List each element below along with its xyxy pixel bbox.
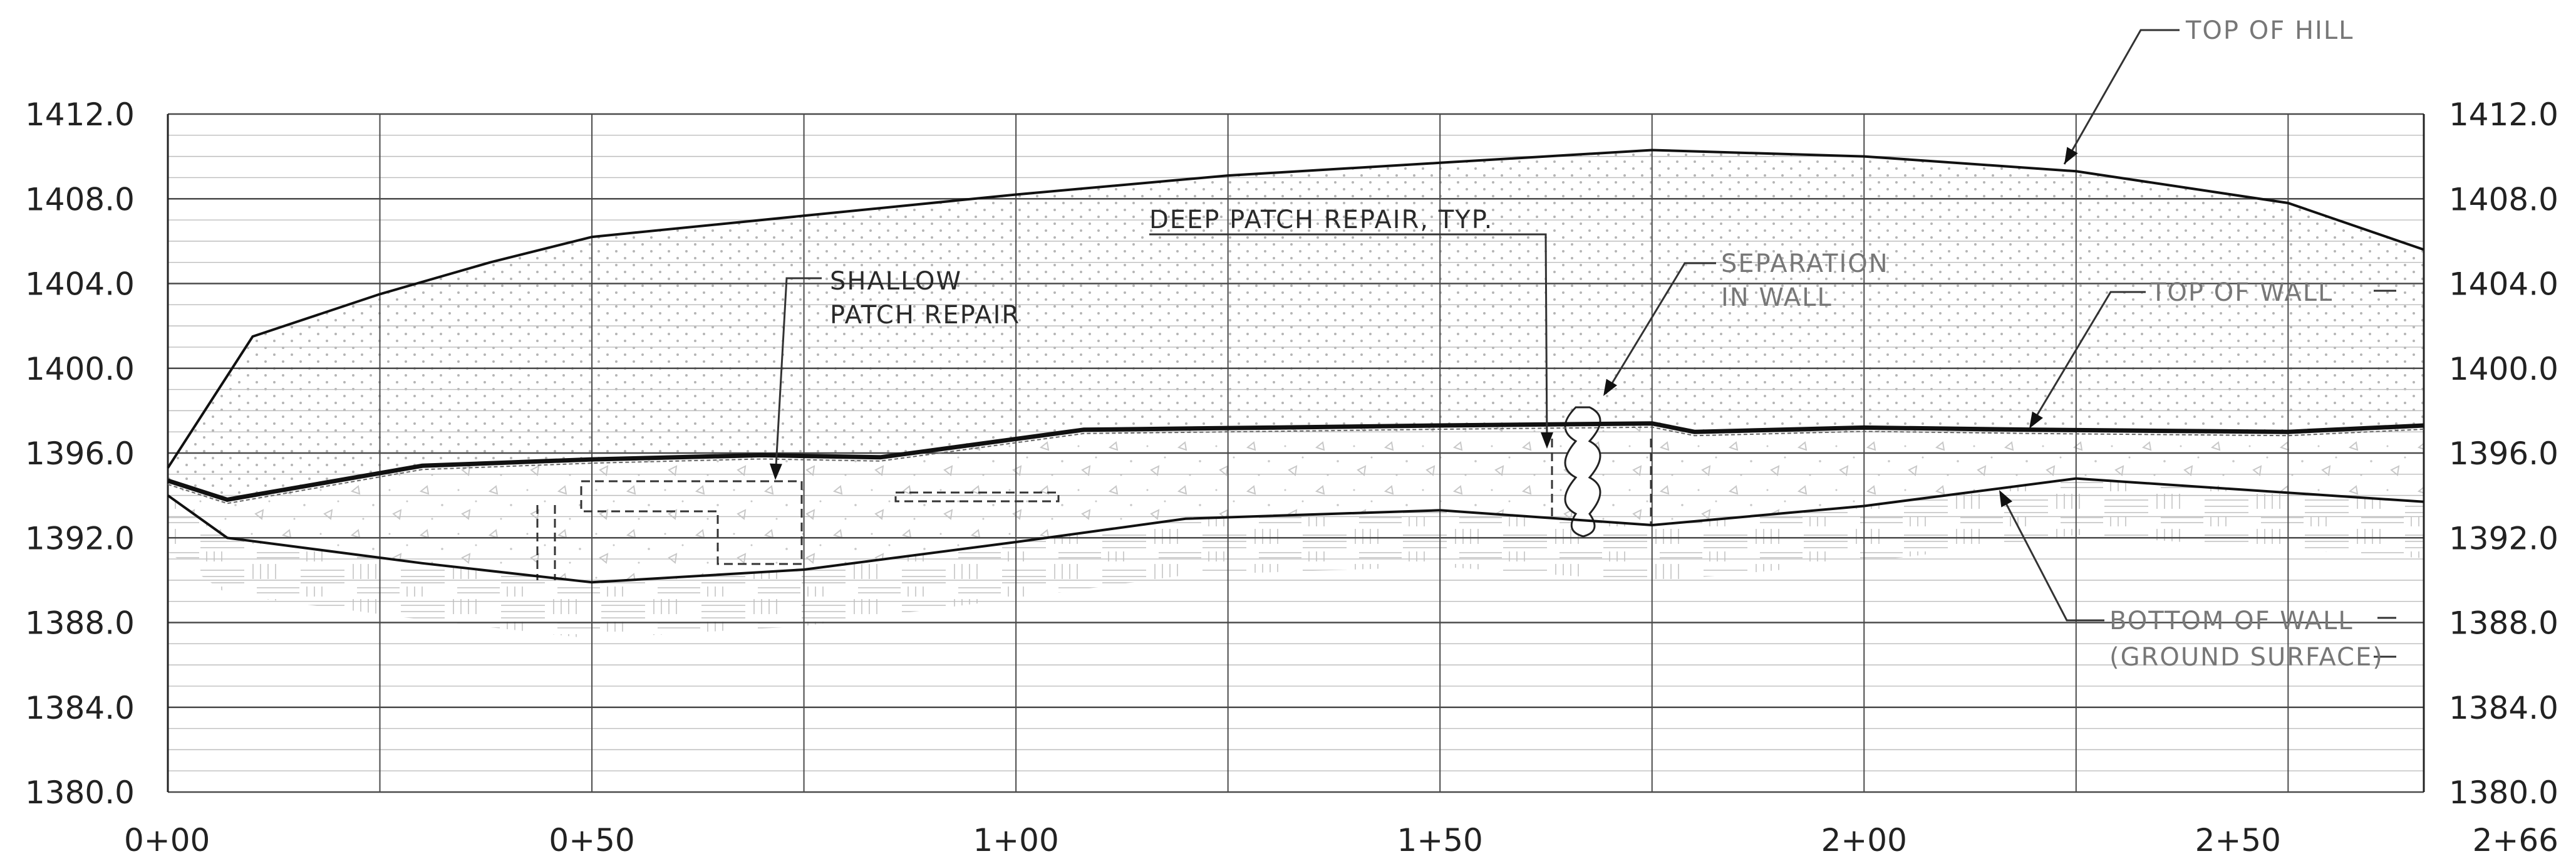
wall-concrete-fill <box>168 423 2424 583</box>
top-of-wall-line <box>167 421 2424 502</box>
deep-patch-repair-label: DEEP PATCH REPAIR, TYP. <box>1149 206 1493 234</box>
top-of-wall-inner-line <box>167 426 2424 504</box>
elevation-tick-label: 1400.0 <box>2449 351 2558 387</box>
elevation-tick-label: 1388.0 <box>25 605 135 642</box>
elevation-tick-label: 1404.0 <box>25 266 135 303</box>
elevation-tick-label: 1408.0 <box>2449 181 2558 217</box>
elevation-tick-label: 1388.0 <box>2449 605 2558 642</box>
top-of-wall-arrowhead <box>2029 411 2043 429</box>
top-of-hill-arrowhead <box>2064 147 2078 164</box>
station-tick-label: 0+50 <box>549 822 634 858</box>
top-of-hill-label: TOP OF HILL <box>2185 16 2354 45</box>
separation-label-line2: IN WALL <box>1721 283 1833 312</box>
elevation-tick-label: 1396.0 <box>25 436 135 472</box>
bottom-of-wall-line <box>167 477 2424 584</box>
separation-outline <box>1551 439 1652 525</box>
elevation-labels-right: 1412.0 1408.0 1404.0 1400.0 1396.0 1392.0 1388… <box>2449 97 2558 811</box>
wall-separation-crack <box>1564 406 1601 538</box>
station-tick-label: 2+00 <box>1821 822 1907 858</box>
deep-patch-arrowhead <box>1541 432 1553 449</box>
station-tick-label: 0+00 <box>124 822 210 858</box>
annotations: TOP OF HILL DEEP PATCH REPAIR, TYP. SHAL… <box>830 16 2384 672</box>
top-of-hill-leader <box>2063 29 2180 165</box>
bottom-of-wall-label-ticks <box>2374 617 2396 658</box>
elevation-tick-label: 1392.0 <box>25 520 135 556</box>
elevation-tick-label: 1412.0 <box>2449 97 2558 133</box>
station-tick-label: 2+66 <box>2473 822 2558 858</box>
station-tick-label: 2+50 <box>2195 822 2281 858</box>
top-of-wall-leader <box>2029 291 2146 427</box>
top-of-wall-label: TOP OF WALL <box>2150 278 2333 307</box>
elevation-tick-label: 1408.0 <box>25 181 135 217</box>
station-labels: 0+00 0+50 1+00 1+50 2+00 2+50 2+66 <box>124 822 2558 858</box>
bottom-of-wall-label-line1: BOTTOM OF WALL <box>2109 607 2354 635</box>
elevation-labels-left: 1412.0 1408.0 1404.0 1400.0 1396.0 1392.0 1388… <box>25 97 135 811</box>
separation-label-line1: SEPARATION <box>1721 249 1889 278</box>
shallow-patch-leader <box>774 277 822 478</box>
shallow-patch-outline <box>536 505 556 580</box>
shallow-patch-arrowhead <box>769 463 782 480</box>
station-tick-label: 1+50 <box>1397 822 1483 858</box>
elevation-tick-label: 1392.0 <box>2449 520 2558 556</box>
elevation-tick-label: 1384.0 <box>25 690 135 726</box>
grid-lines <box>167 113 2425 793</box>
separation-leader <box>1605 262 1716 394</box>
elevation-tick-label: 1380.0 <box>2449 775 2558 811</box>
deep-patch-outline <box>580 480 803 565</box>
shallow-patch-label-line2: PATCH REPAIR <box>830 301 1020 330</box>
elevation-tick-label: 1404.0 <box>2449 266 2558 303</box>
top-of-hill-line <box>167 149 2424 469</box>
soil-fill <box>168 150 2424 500</box>
deep-patch-leader <box>1149 233 1548 446</box>
deep-patch-outline <box>894 491 1060 503</box>
elevation-tick-label: 1396.0 <box>2449 436 2558 472</box>
bottom-of-wall-leader <box>2000 494 2104 622</box>
elevation-tick-label: 1412.0 <box>25 97 135 133</box>
elevation-tick-label: 1384.0 <box>2449 690 2558 726</box>
shallow-patch-label-line1: SHALLOW <box>830 267 962 296</box>
bottom-of-wall-arrowhead <box>1999 490 2013 508</box>
elevation-tick-label: 1400.0 <box>25 351 135 387</box>
elevation-tick-label: 1380.0 <box>25 775 135 811</box>
separation-arrowhead <box>1603 378 1617 396</box>
bottom-of-wall-label-line2: (GROUND SURFACE) <box>2109 643 2384 672</box>
station-tick-label: 1+00 <box>973 822 1058 858</box>
